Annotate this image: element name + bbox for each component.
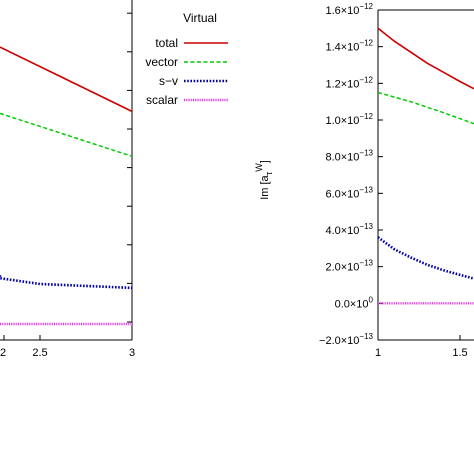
right-series-2-line [377,236,474,280]
right-y-tick-mantissa: 1.6×10 [325,5,359,17]
right-y-tick-mantissa: −2.0×10 [319,335,359,347]
legend-entry-label: scalar [146,93,178,107]
right-y-tick-label: −2.0×10−13 [319,332,373,347]
right-y-tick-exponent: 0 [369,295,374,304]
right-y-tick-label: 8.0×10−13 [325,149,373,164]
right-y-tick-label: 0.0×100 [335,295,374,310]
right-y-tick-mantissa: 1.4×10 [325,42,359,54]
ylabel-sub: τ [264,171,274,175]
left-series-0-line [0,46,133,113]
right-series-1-line [377,91,474,125]
left-chart-panel: 2.5 3 2 [0,0,135,359]
right-y-tick-exponent: −13 [359,259,373,268]
legend-entry-label: vector [145,55,178,69]
right-y-tick-mantissa: 4.0×10 [325,225,359,237]
right-chart-panel: 1.6×10−121.4×10−121.2×10−121.0×10−128.0×… [254,2,474,359]
right-y-tick-label: 1.6×10−12 [325,2,373,17]
legend-entry-label: s−v [159,74,178,88]
right-y-tick-exponent: −12 [359,2,373,11]
right-y-tick-label: 4.0×10−13 [325,222,373,237]
right-y-tick-exponent: −13 [359,332,373,341]
right-y-tick-mantissa: 2.0×10 [325,262,359,274]
right-y-tick-exponent: −12 [359,39,373,48]
right-y-tick-exponent: −13 [359,185,373,194]
left-series-1-line [0,112,133,158]
left-x-tick-label: 2.5 [32,347,47,359]
right-y-tick-mantissa: 1.0×10 [325,115,359,127]
right-y-tick-exponent: −12 [359,112,373,121]
right-x-tick-label: 1 [375,347,381,359]
right-y-tick-mantissa: 8.0×10 [325,152,359,164]
ylabel-main: Im [a [259,174,271,199]
left-series-2-line [0,275,133,290]
legend-entry-label: total [155,36,178,50]
ylabel-sup: W [254,163,264,172]
ylabel-close: ] [259,160,271,163]
right-series-0-line [377,27,474,90]
legend: Virtual total vector s−v scalar [145,11,228,107]
left-x-tick-label-partial: 2 [0,347,6,359]
right-x-tick-label: 1.5 [452,347,467,359]
right-y-tick-exponent: −12 [359,75,373,84]
right-y-tick-mantissa: 6.0×10 [325,188,359,200]
left-x-tick-label: 3 [129,347,135,359]
right-y-tick-mantissa: 0.0×10 [335,298,369,310]
right-y-tick-mantissa: 1.2×10 [325,78,359,90]
right-y-tick-label: 1.2×10−12 [325,75,373,90]
right-y-tick-label: 1.0×10−12 [325,112,373,127]
right-y-tick-label: 6.0×10−13 [325,185,373,200]
legend-title: Virtual [183,11,217,25]
right-y-tick-exponent: −13 [359,222,373,231]
right-y-tick-label: 1.4×10−12 [325,39,373,54]
right-y-tick-label: 2.0×10−13 [325,259,373,274]
right-y-axis-label: Im [aτW] [254,160,274,200]
right-y-tick-exponent: −13 [359,149,373,158]
